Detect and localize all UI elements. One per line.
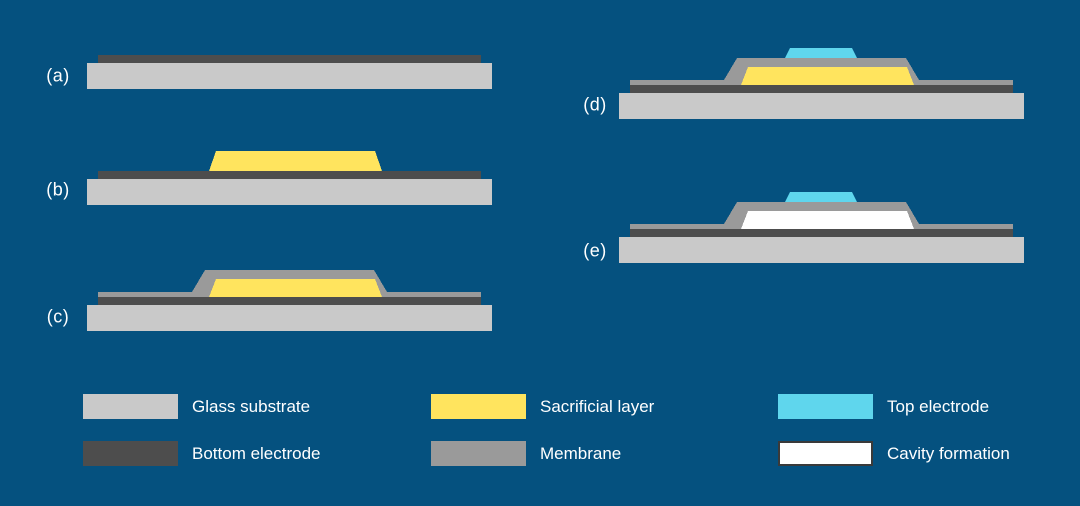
- glass-substrate-layer: [87, 63, 492, 89]
- glass-substrate-swatch: [83, 394, 178, 419]
- step-e-svg: [619, 192, 1024, 263]
- cavity-formation-swatch: [778, 441, 873, 466]
- sacrificial-layer: [209, 279, 382, 297]
- step-label-d: (d): [583, 94, 607, 115]
- step-c-diagram: [87, 270, 492, 331]
- glass-substrate-layer: [87, 305, 492, 331]
- sacrificial-layer: [209, 151, 382, 171]
- legend-label: Sacrificial layer: [540, 396, 655, 416]
- legend-item-glass-substrate: Glass substrate: [83, 394, 310, 419]
- bottom-electrode-layer: [630, 229, 1013, 237]
- step-e-diagram: [619, 192, 1024, 263]
- glass-substrate-layer: [619, 93, 1024, 119]
- top-electrode-swatch: [778, 394, 873, 419]
- legend-label: Glass substrate: [192, 396, 311, 416]
- step-b-svg: [87, 151, 492, 205]
- step-label-c: (c): [46, 306, 70, 327]
- step-label-a: (a): [46, 65, 70, 86]
- legend-item-membrane: Membrane: [431, 441, 621, 466]
- sacrificial-layer-swatch: [431, 394, 526, 419]
- membrane-swatch: [431, 441, 526, 466]
- top-electrode-layer: [785, 48, 857, 58]
- legend-label: Membrane: [540, 443, 622, 463]
- bottom-electrode-layer: [98, 297, 481, 305]
- step-label-e: (e): [583, 240, 607, 261]
- legend-label: Cavity formation: [887, 443, 1010, 463]
- cavity-layer: [741, 211, 914, 229]
- legend-label: Bottom electrode: [192, 443, 321, 463]
- step-d-svg: [619, 48, 1024, 119]
- step-a-diagram: [87, 55, 492, 89]
- legend-item-cavity-formation: Cavity formation: [778, 441, 1010, 466]
- bottom-electrode-layer: [98, 55, 481, 63]
- step-d-diagram: [619, 48, 1024, 119]
- step-c-svg: [87, 270, 492, 331]
- bottom-electrode-layer: [630, 85, 1013, 93]
- sacrificial-layer: [741, 67, 914, 85]
- top-electrode-layer: [785, 192, 857, 202]
- legend-item-bottom-electrode: Bottom electrode: [83, 441, 321, 466]
- glass-substrate-layer: [619, 237, 1024, 263]
- legend-label: Top electrode: [887, 396, 990, 416]
- step-a-svg: [87, 55, 492, 89]
- step-b-diagram: [87, 151, 492, 205]
- legend-item-sacrificial-layer: Sacrificial layer: [431, 394, 654, 419]
- bottom-electrode-swatch: [83, 441, 178, 466]
- glass-substrate-layer: [87, 179, 492, 205]
- bottom-electrode-layer: [98, 171, 481, 179]
- step-label-b: (b): [46, 179, 70, 200]
- legend-item-top-electrode: Top electrode: [778, 394, 989, 419]
